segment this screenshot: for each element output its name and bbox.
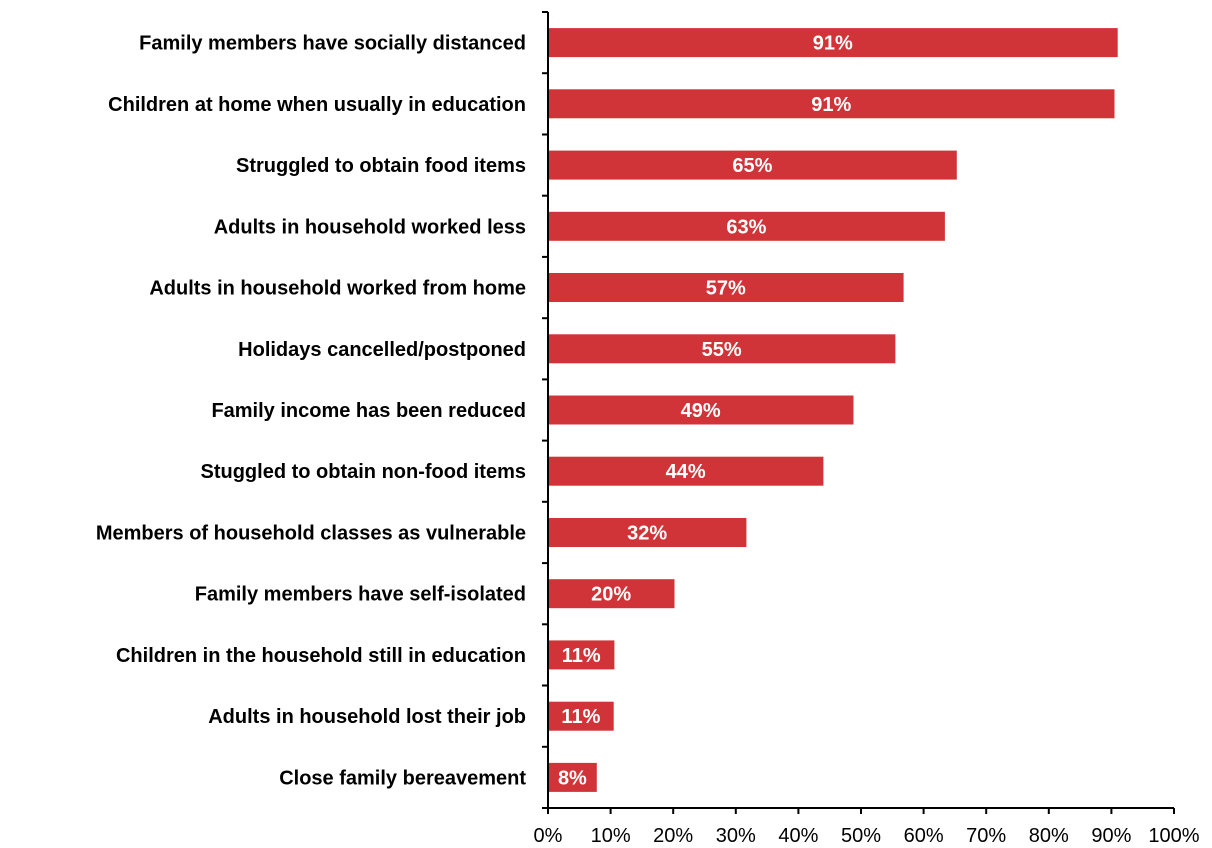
x-tick-label: 30% [716, 825, 756, 847]
category-label-2: Struggled to obtain food items [236, 155, 526, 177]
bar-11 [548, 701, 614, 731]
category-labels: Family members have socially distanced Ch… [96, 33, 526, 790]
category-label-3: Adults in household worked less [214, 216, 526, 238]
data-label-1: 91% [811, 94, 851, 116]
bar-12 [548, 762, 597, 792]
category-label-6: Family income has been reduced [211, 400, 526, 422]
x-tick-label: 40% [778, 825, 818, 847]
x-tick-label: 50% [841, 825, 881, 847]
bar-10 [548, 640, 615, 670]
data-label-12: 8% [558, 767, 587, 789]
data-label-10: 11% [562, 645, 601, 667]
category-label-7: Stuggled to obtain non-food items [200, 461, 526, 483]
bar-1 [548, 89, 1115, 119]
x-tick-label: 100% [1148, 825, 1199, 847]
x-tick-label: 10% [591, 825, 631, 847]
bar-8 [548, 518, 747, 547]
category-label-10: Children in the household still in educa… [116, 645, 526, 667]
data-label-0: 91% [813, 33, 853, 55]
data-label-11: 11% [561, 706, 600, 728]
category-label-9: Family members have self-isolated [195, 584, 526, 606]
bar-9 [548, 579, 675, 609]
category-label-4: Adults in household worked from home [149, 278, 526, 300]
bar-7 [548, 456, 824, 486]
data-label-9: 20% [591, 584, 631, 606]
bar-6 [548, 395, 854, 425]
data-label-8: 32% [627, 523, 667, 545]
category-label-11: Adults in household lost their job [208, 706, 526, 728]
data-label-3: 63% [726, 216, 766, 238]
data-label-2: 65% [732, 155, 772, 177]
x-tick-label: 20% [653, 825, 693, 847]
category-label-12: Close family bereavement [279, 767, 526, 789]
data-label-4: 57% [706, 278, 746, 300]
x-tick-label: 70% [966, 825, 1006, 847]
x-tick-label: 80% [1029, 825, 1069, 847]
bar-2 [548, 150, 957, 180]
bar-4 [548, 273, 904, 302]
category-label-5: Holidays cancelled/postponed [238, 339, 526, 361]
data-label-5: 55% [702, 339, 742, 361]
axes: 0% 10% 20% 30% 40% 50% 60% 70% 80% 90% 100% [534, 11, 1200, 847]
bars-layer: 91% 91% 65% 63% 57% 55% 49% 44% 32% 20% 11% 11% 8% [548, 28, 1118, 792]
x-tick-label: 60% [904, 825, 944, 847]
data-label-6: 49% [681, 400, 721, 422]
data-label-7: 44% [666, 461, 706, 483]
x-tick-label: 0% [534, 825, 563, 847]
bar-3 [548, 211, 945, 241]
category-label-8: Members of household classes as vulnerab… [96, 523, 526, 545]
x-tick-label: 90% [1091, 825, 1131, 847]
bar-5 [548, 334, 896, 364]
category-label-1: Children at home when usually in educati… [108, 94, 526, 116]
category-label-0: Family members have socially distanced [139, 33, 526, 55]
bar-0 [548, 28, 1118, 58]
